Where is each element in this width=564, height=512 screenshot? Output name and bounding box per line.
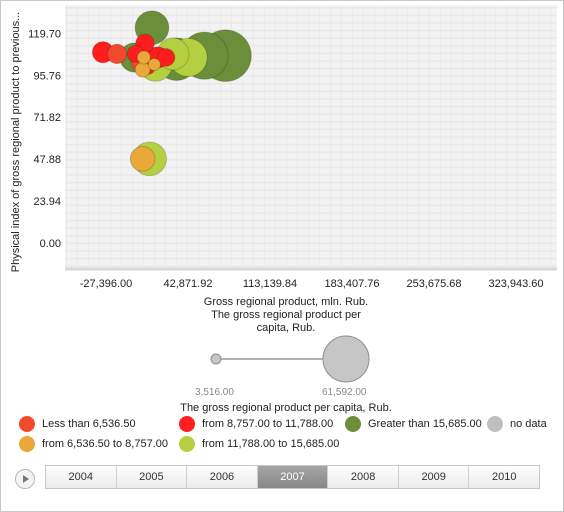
x-tick-label: 183,407.76 [324, 278, 379, 290]
x-axis-title-line2: The gross regional product per capita, R… [211, 309, 361, 334]
x-axis-title: Gross regional product, mln. Rub. The gr… [151, 296, 421, 335]
year-tab-2010[interactable]: 2010 [492, 471, 517, 483]
x-tick-label: 42,871.92 [164, 278, 213, 290]
year-tab-2004[interactable]: 2004 [46, 466, 117, 488]
year-tab-2005[interactable]: 2005 [117, 466, 188, 488]
bubble[interactable] [106, 43, 128, 65]
legend-dot-red-icon [179, 416, 195, 432]
bubble[interactable] [136, 50, 151, 65]
x-tick-label: -27,396.00 [80, 278, 133, 290]
y-tick-label: 95.76 [33, 70, 61, 82]
y-axis-title: Physical index of gross regional product… [10, 12, 22, 272]
size-scale-min-marker [210, 353, 222, 365]
legend-dot-gray-icon [487, 416, 503, 432]
bubble[interactable] [156, 48, 176, 67]
play-button[interactable] [15, 469, 35, 489]
timeline: 2004 2005 2006 2007 2008 2009 2010 [13, 465, 543, 491]
x-tick-label: 253,675.68 [406, 278, 461, 290]
legend-dot-red-orange-icon [19, 416, 35, 432]
x-tick-label: 323,943.60 [488, 278, 543, 290]
x-tick-labels: -27,396.00 42,871.92 113,139.84 183,407.76 2… [80, 278, 544, 290]
legend-item-no-data[interactable]: no data [487, 414, 547, 434]
bubbles-layer [91, 10, 252, 177]
legend-item-11788-to-15685[interactable]: from 11,788.00 to 15,685.00 [179, 434, 339, 454]
y-tick-label: 71.82 [33, 112, 61, 124]
bubble[interactable] [129, 145, 156, 172]
bubble-chart: 119.70 95.76 71.82 47.88 23.94 0.00 -27,396.0… [10, 5, 557, 383]
y-tick-label: 47.88 [33, 154, 61, 166]
year-tab-2008[interactable]: 2008 [328, 466, 399, 488]
year-tab-2009[interactable]: 2009 [399, 466, 470, 488]
size-scale-max-marker [322, 335, 370, 383]
y-tick-labels: 119.70 95.76 71.82 47.88 23.94 0.00 [28, 28, 61, 249]
size-scale-min-label: 3,516.00 [195, 387, 234, 398]
year-tab-2007[interactable]: 2007 [257, 466, 329, 488]
legend-item-8757-to-11788[interactable]: from 8,757.00 to 11,788.00 [179, 414, 333, 434]
x-axis-title-line1: Gross regional product, mln. Rub. [203, 296, 369, 308]
legend-item-greater-than-15685[interactable]: Greater than 15,685.00 [345, 414, 482, 434]
legend: Less than 6,536.50 from 8,757.00 to 11,7… [15, 413, 555, 457]
legend-dot-light-green-icon [179, 436, 195, 452]
legend-label: Less than 6,536.50 [42, 418, 136, 430]
legend-dot-dark-green-icon [345, 416, 361, 432]
y-tick-label: 0.00 [40, 238, 61, 250]
x-tick-label: 113,139.84 [243, 278, 297, 290]
legend-label: Greater than 15,685.00 [368, 418, 482, 430]
legend-label: from 6,536.50 to 8,757.00 [42, 438, 168, 450]
legend-label: from 8,757.00 to 11,788.00 [202, 418, 334, 430]
legend-label: from 11,788.00 to 15,685.00 [202, 438, 340, 450]
legend-item-6536-to-8757[interactable]: from 6,536.50 to 8,757.00 [19, 434, 168, 454]
year-selector: 2004 2005 2006 2007 2008 2009 2010 [45, 465, 540, 489]
year-tab-2006[interactable]: 2006 [187, 466, 258, 488]
play-icon [23, 475, 29, 483]
legend-item-less-than-6536[interactable]: Less than 6,536.50 [19, 414, 136, 434]
size-scale-max-label: 61,592.00 [322, 387, 367, 398]
y-tick-label: 119.70 [28, 28, 61, 40]
legend-dot-amber-icon [19, 436, 35, 452]
y-tick-label: 23.94 [33, 196, 61, 208]
size-scale-title: The gross regional product per capita, R… [180, 402, 392, 414]
legend-label: no data [510, 418, 547, 430]
bubble[interactable] [147, 57, 161, 72]
